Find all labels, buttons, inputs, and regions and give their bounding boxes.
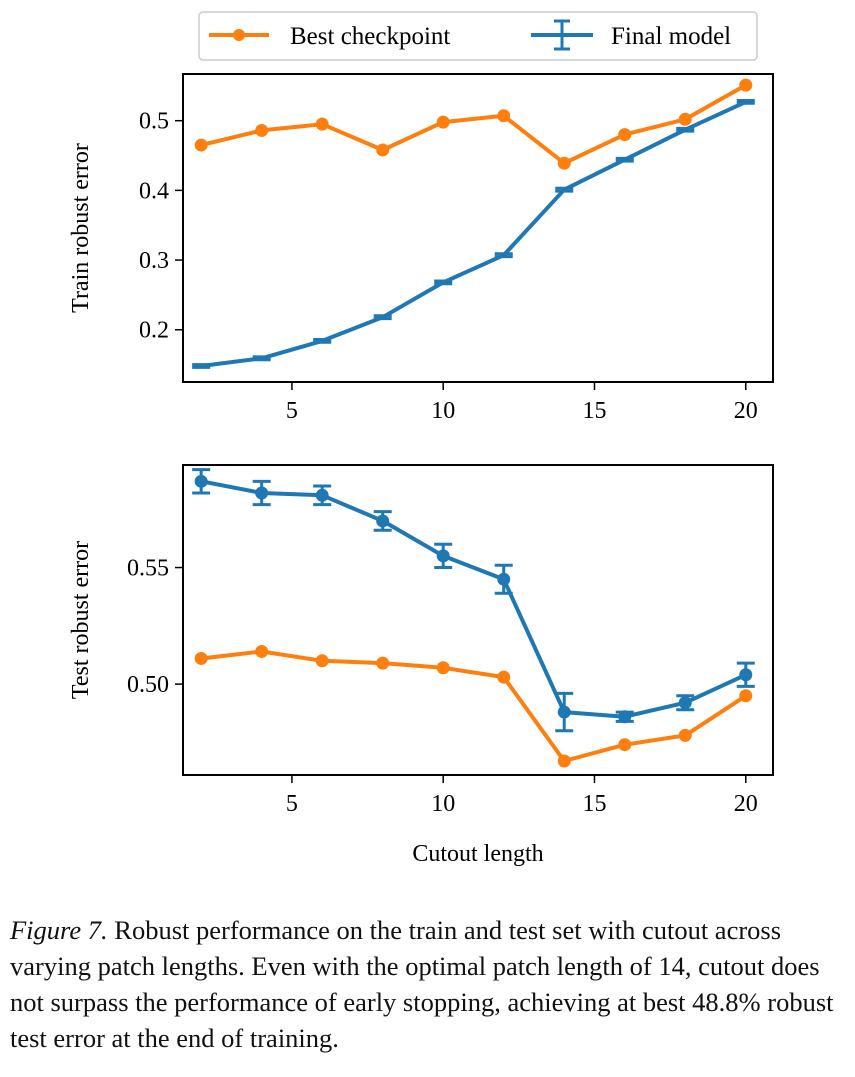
test-y-tick-label: 0.55 [127, 556, 169, 582]
test-best-point [557, 754, 571, 768]
test-final-point [255, 486, 269, 500]
figure-caption: Figure 7. Robust performance on the trai… [10, 912, 850, 1056]
legend-best-label: Best checkpoint [290, 23, 450, 50]
train-best-line [200, 83, 747, 166]
test-final-point [315, 488, 329, 502]
test-x-tick-label: 20 [734, 791, 758, 817]
legend: Best checkpoint Final model [198, 11, 758, 61]
test-plot-frame [182, 464, 774, 776]
test-final-point [618, 710, 632, 724]
legend-best-marker [233, 29, 245, 41]
train-best-point [255, 123, 269, 137]
legend-final-label: Final model [611, 23, 731, 50]
train-best-point [315, 117, 329, 131]
train-y-tick-label: 0.4 [139, 178, 169, 204]
legend-frame [198, 11, 758, 61]
test-final-point [497, 572, 511, 586]
caption-label: Figure 7. [10, 915, 108, 945]
test-final-line [200, 479, 747, 719]
test-final-point [678, 696, 692, 710]
test-best-point [678, 728, 692, 742]
train-x-tick-label: 5 [286, 398, 298, 424]
train-ticks: 5 10 15 20 0.2 0.3 0.4 0.5 [139, 109, 758, 424]
test-best-line [200, 649, 747, 763]
train-best-point [557, 156, 571, 170]
train-best-point [739, 78, 753, 92]
test-best-point [194, 651, 208, 665]
test-best-point [315, 654, 329, 668]
test-x-axis-label: Cutout length [412, 841, 543, 867]
test-best-point [739, 689, 753, 703]
train-plot-frame [182, 73, 774, 383]
test-final-point [436, 549, 450, 563]
test-best-point [436, 661, 450, 675]
train-y-tick-label: 0.5 [139, 109, 169, 135]
test-final-point [376, 514, 390, 528]
test-ticks: 5 10 15 20 0.50 0.55 [127, 556, 758, 817]
train-best-point [497, 109, 511, 123]
train-x-tick-label: 20 [734, 398, 758, 424]
figure: Best checkpoint Final model 5 10 15 20 0.2 0.… [68, 11, 774, 867]
test-y-axis-label: Test robust error [68, 541, 94, 699]
test-best-point [497, 670, 511, 684]
test-final-point [739, 668, 753, 682]
test-best-point [618, 738, 632, 752]
train-final-line [200, 100, 747, 368]
test-x-tick-label: 5 [286, 791, 298, 817]
train-y-tick-label: 0.2 [139, 318, 169, 344]
test-x-tick-label: 15 [582, 791, 606, 817]
test-series [192, 468, 755, 768]
train-y-tick-label: 0.3 [139, 248, 169, 274]
train-x-tick-label: 15 [582, 398, 606, 424]
caption-text: Robust performance on the train and test… [10, 915, 834, 1053]
test-final-point [557, 705, 571, 719]
train-x-tick-label: 10 [431, 398, 455, 424]
test-x-tick-label: 10 [431, 791, 455, 817]
test-best-point [376, 656, 390, 670]
test-final-point [194, 474, 208, 488]
train-best-point [376, 143, 390, 157]
train-panel: 5 10 15 20 0.2 0.3 0.4 0.5 Train robust error [68, 73, 774, 424]
test-y-tick-label: 0.50 [127, 672, 169, 698]
train-best-point [194, 138, 208, 152]
train-best-point [436, 115, 450, 129]
train-best-point [618, 128, 632, 142]
train-series [192, 78, 755, 369]
test-panel: 5 10 15 20 0.50 0.55 Test robust error Cutout… [68, 464, 774, 867]
train-y-axis-label: Train robust error [68, 143, 94, 313]
test-best-point [255, 644, 269, 658]
train-best-point [678, 112, 692, 126]
